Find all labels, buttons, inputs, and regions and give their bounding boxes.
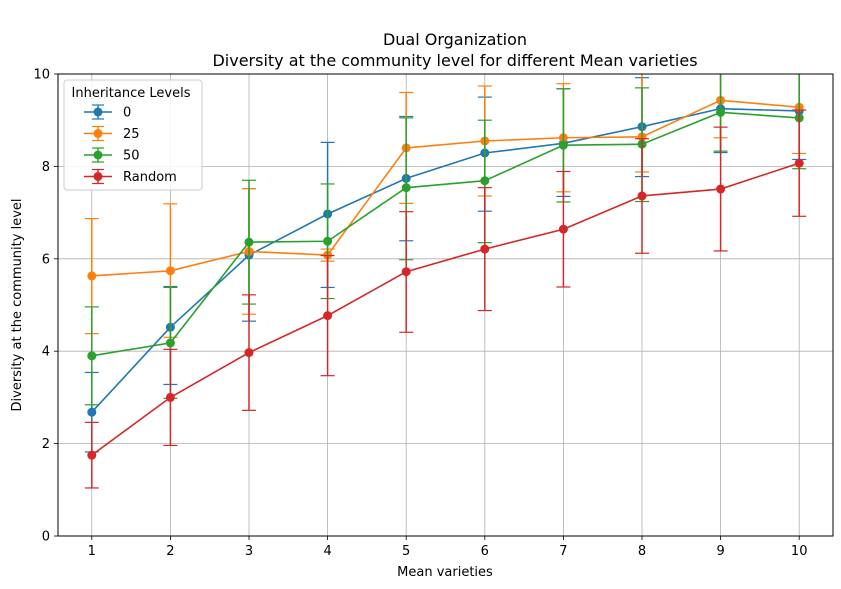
legend-item-50: 50 [84,147,140,164]
data-point [716,107,726,117]
plot-frame [57,73,834,537]
legend-label: Random [123,170,177,185]
x-axis-label: Mean varieties [397,565,493,580]
x-tick-label: 9 [716,544,724,559]
x-tick-label: 2 [166,544,174,559]
x-tick-label: 7 [559,544,567,559]
series-line [91,99,800,277]
x-tick-label: 5 [402,544,410,559]
y-tick-label: 10 [33,68,50,83]
chart-title: Dual Organization [383,30,527,49]
y-tick-label: 8 [42,160,50,175]
legend-marker [93,107,103,117]
legend-label: 0 [123,106,131,121]
legend-item-25: 25 [84,125,140,142]
data-point [323,236,333,246]
legend-marker [93,172,103,181]
data-point [480,244,490,254]
legend-title: Inheritance Levels [72,86,191,101]
chart-subtitle: Diversity at the community level for dif… [212,51,697,70]
data-point [401,267,411,277]
y-tick-label: 4 [42,345,50,360]
data-point [87,450,97,460]
legend-item-random: Random [84,168,177,185]
legend-marker [93,150,103,160]
data-point [165,392,175,402]
data-point [244,348,254,358]
data-point [558,140,568,150]
x-tick-label: 1 [88,544,96,559]
legend-label: 50 [123,149,140,164]
data-point [323,311,333,321]
data-point [401,183,411,193]
data-point [637,191,647,201]
legend-marker [93,129,103,138]
data-point [244,237,254,247]
series-line [91,107,800,413]
data-point [87,351,97,361]
x-tick-label: 3 [245,544,253,559]
x-tick-label: 10 [791,544,808,559]
y-axis-label: Diversity at the community level [10,199,25,412]
series-random [84,109,807,489]
series-line [91,111,800,357]
x-tick-label: 4 [323,544,331,559]
x-axis: 1 2 3 4 5 6 7 8 9 10 [88,536,808,559]
legend-item-0: 0 [84,104,131,121]
series-line [91,162,800,456]
y-tick-label: 2 [42,437,50,452]
y-tick-label: 0 [42,530,50,545]
data-point [165,266,175,276]
legend-label: 25 [123,127,140,142]
data-point [165,338,175,348]
x-tick-label: 6 [481,544,489,559]
data-point [558,224,568,234]
data-point [87,407,97,417]
legend: Inheritance Levels 0 25 50 Random [63,79,203,191]
data-point [480,176,490,186]
series-layer [84,74,807,489]
data-point [716,184,726,194]
y-axis: 0 2 4 6 8 10 [33,68,58,545]
data-point [87,271,97,281]
x-tick-label: 8 [638,544,646,559]
y-tick-label: 6 [42,252,50,267]
data-point [794,158,804,168]
